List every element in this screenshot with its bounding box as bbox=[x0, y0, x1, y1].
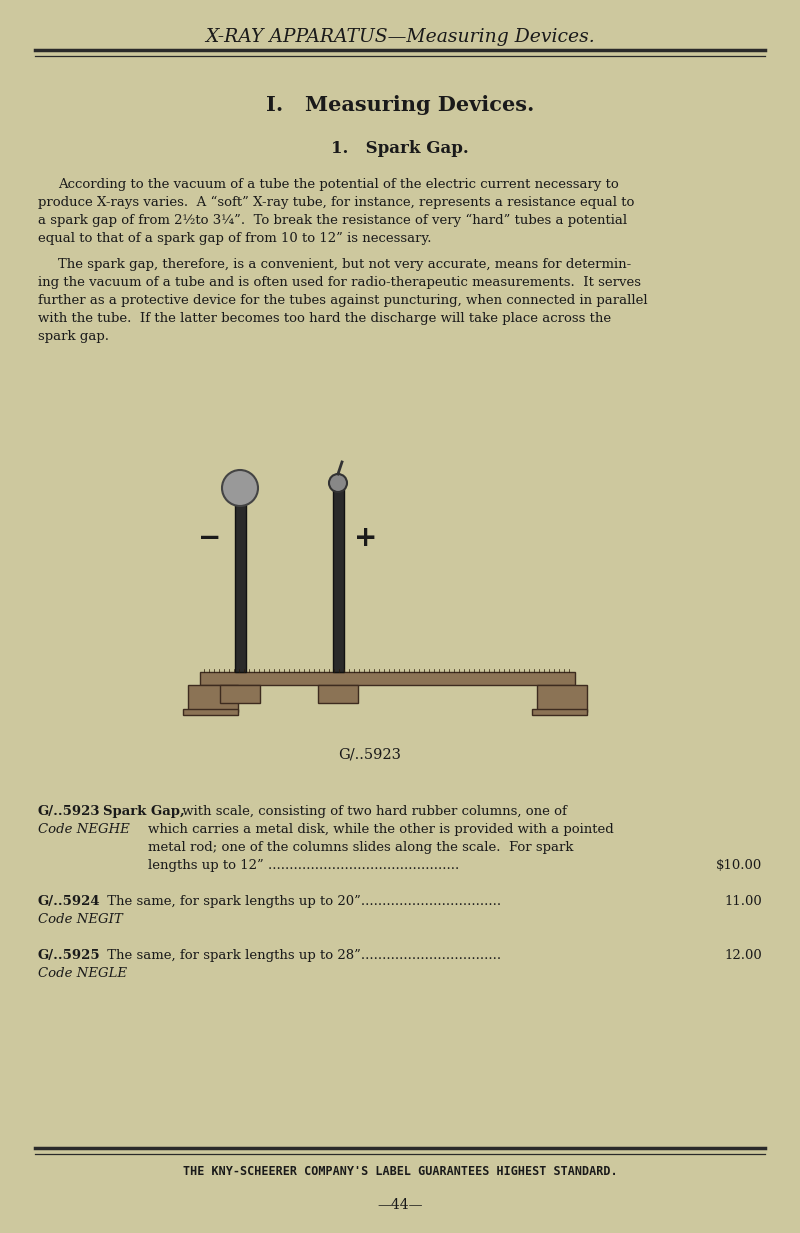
Circle shape bbox=[329, 473, 347, 492]
Text: lengths up to 12” .............................................: lengths up to 12” ......................… bbox=[148, 859, 459, 872]
Text: metal rod; one of the columns slides along the scale.  For spark: metal rod; one of the columns slides alo… bbox=[148, 841, 574, 854]
Text: —44—: —44— bbox=[378, 1198, 422, 1212]
Text: G/..5925: G/..5925 bbox=[38, 949, 101, 962]
Text: with scale, consisting of two hard rubber columns, one of: with scale, consisting of two hard rubbe… bbox=[178, 805, 567, 817]
Bar bbox=[333, 488, 344, 672]
Text: +: + bbox=[354, 524, 378, 552]
Text: The spark gap, therefore, is a convenient, but not very accurate, means for dete: The spark gap, therefore, is a convenien… bbox=[58, 258, 631, 271]
Text: I.   Measuring Devices.: I. Measuring Devices. bbox=[266, 95, 534, 115]
Text: equal to that of a spark gap of from 10 to 12” is necessary.: equal to that of a spark gap of from 10 … bbox=[38, 232, 431, 245]
Text: produce X-rays varies.  A “soft” X-ray tube, for instance, represents a resistan: produce X-rays varies. A “soft” X-ray tu… bbox=[38, 196, 634, 210]
Bar bbox=[318, 686, 358, 703]
Text: The same, for spark lengths up to 28”.................................: The same, for spark lengths up to 28”...… bbox=[103, 949, 501, 962]
Text: G/..5923: G/..5923 bbox=[38, 805, 101, 817]
Bar bbox=[235, 488, 246, 672]
Text: a spark gap of from 2½to 3¼”.  To break the resistance of very “hard” tubes a po: a spark gap of from 2½to 3¼”. To break t… bbox=[38, 215, 627, 227]
Bar bbox=[188, 686, 238, 711]
Text: X-RAY APPARATUS—Measuring Devices.: X-RAY APPARATUS—Measuring Devices. bbox=[205, 28, 595, 46]
Text: G/..5923: G/..5923 bbox=[338, 748, 402, 762]
Text: 11.00: 11.00 bbox=[724, 895, 762, 907]
Text: Code NEGHE: Code NEGHE bbox=[38, 822, 130, 836]
Circle shape bbox=[222, 470, 258, 506]
Text: which carries a metal disk, while the other is provided with a pointed: which carries a metal disk, while the ot… bbox=[148, 822, 614, 836]
Text: further as a protective device for the tubes against puncturing, when connected : further as a protective device for the t… bbox=[38, 293, 648, 307]
Text: 12.00: 12.00 bbox=[724, 949, 762, 962]
Text: G/..5924: G/..5924 bbox=[38, 895, 101, 907]
Text: $10.00: $10.00 bbox=[716, 859, 762, 872]
Text: THE KNY-SCHEERER COMPANY'S LABEL GUARANTEES HIGHEST STANDARD.: THE KNY-SCHEERER COMPANY'S LABEL GUARANT… bbox=[182, 1165, 618, 1178]
Text: Code NEGIT: Code NEGIT bbox=[38, 912, 122, 926]
Text: ing the vacuum of a tube and is often used for radio-therapeutic measurements.  : ing the vacuum of a tube and is often us… bbox=[38, 276, 641, 289]
Bar bbox=[200, 672, 575, 686]
Text: The same, for spark lengths up to 20”.................................: The same, for spark lengths up to 20”...… bbox=[103, 895, 501, 907]
Text: −: − bbox=[198, 524, 222, 552]
Bar bbox=[532, 709, 587, 715]
Text: 1.   Spark Gap.: 1. Spark Gap. bbox=[331, 141, 469, 157]
Text: with the tube.  If the latter becomes too hard the discharge will take place acr: with the tube. If the latter becomes too… bbox=[38, 312, 611, 326]
Bar bbox=[183, 709, 238, 715]
Bar bbox=[537, 686, 587, 711]
Bar bbox=[220, 686, 260, 703]
Text: Code NEGLE: Code NEGLE bbox=[38, 967, 127, 980]
Text: spark gap.: spark gap. bbox=[38, 330, 109, 343]
Text: Spark Gap,: Spark Gap, bbox=[103, 805, 185, 817]
Text: According to the vacuum of a tube the potential of the electric current necessar: According to the vacuum of a tube the po… bbox=[58, 178, 618, 191]
